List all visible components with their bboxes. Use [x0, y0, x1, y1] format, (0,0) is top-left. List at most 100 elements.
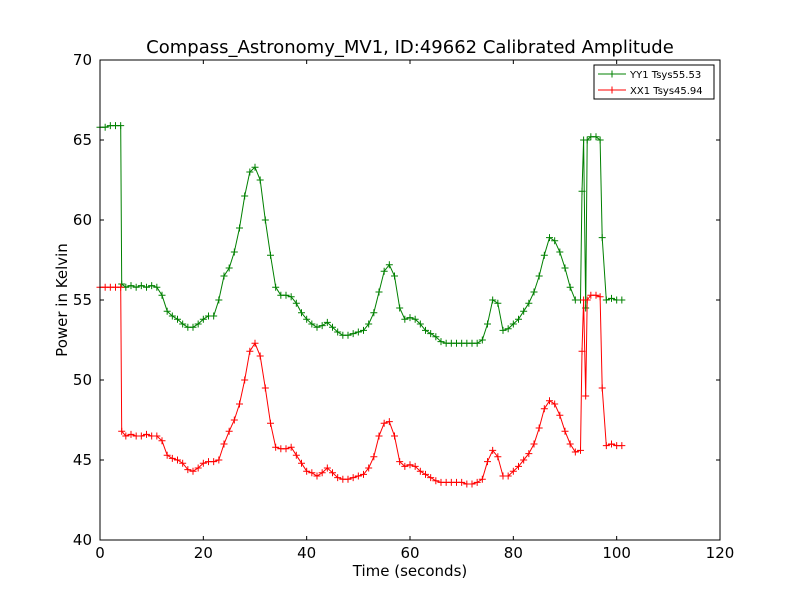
data-point: [370, 309, 378, 317]
data-point: [349, 330, 357, 338]
data-point: [608, 440, 615, 448]
data-point: [437, 338, 445, 346]
data-point: [411, 315, 419, 323]
data-point: [236, 224, 243, 232]
data-point: [520, 456, 528, 464]
data-point: [385, 418, 393, 426]
y-tick-label: 40: [73, 531, 92, 549]
data-point: [163, 307, 171, 315]
data-point: [236, 400, 243, 408]
data-point: [494, 299, 502, 307]
legend: YY1 Tsys55.53 XX1 Tsys45.94: [593, 64, 715, 100]
data-point: [566, 283, 574, 291]
chart-title: Compass_Astronomy_MV1, ID:49662 Calibrat…: [146, 37, 674, 58]
axes-layer: 0 20 40 60 80 100 120 40 45 50 55 60 65 70: [73, 51, 734, 562]
data-point: [592, 133, 600, 141]
data-point: [561, 427, 569, 435]
data-point: [282, 291, 290, 299]
data-point: [267, 419, 274, 427]
x-axis-label: Time (seconds): [352, 562, 468, 580]
data-point: [174, 315, 181, 323]
data-point: [117, 283, 125, 291]
data-point: [163, 451, 171, 459]
data-point: [292, 451, 300, 459]
data-point: [478, 336, 486, 344]
data-point: [189, 323, 197, 331]
data-point: [598, 384, 606, 392]
data-point: [504, 472, 512, 480]
data-point: [287, 293, 295, 301]
x-tick-label: 20: [194, 544, 213, 562]
data-point: [318, 322, 326, 330]
data-point: [194, 320, 202, 328]
data-point: [153, 283, 161, 291]
data-point: [427, 474, 435, 482]
data-point: [179, 320, 187, 328]
data-point: [396, 304, 404, 312]
series-layer: [96, 122, 626, 488]
x-tick-label: 40: [297, 544, 316, 562]
data-point: [360, 470, 367, 478]
data-point: [561, 264, 569, 272]
data-point: [596, 293, 604, 301]
data-point: [241, 192, 249, 200]
data-point: [349, 474, 357, 482]
data-point: [220, 272, 228, 280]
legend-label: YY1 Tsys55.53: [629, 70, 701, 81]
data-point: [401, 462, 409, 470]
data-point: [618, 442, 626, 450]
data-point: [535, 272, 543, 280]
data-point: [354, 328, 362, 336]
data-point: [354, 472, 362, 480]
data-point: [282, 445, 290, 453]
data-point: [391, 272, 398, 280]
data-point: [267, 251, 274, 259]
data-point: [148, 282, 156, 290]
data-point: [546, 397, 553, 405]
data-point: [225, 427, 233, 435]
data-point: [458, 478, 466, 486]
series-0: [96, 122, 626, 347]
plot-frame: [99, 59, 721, 541]
data-point: [577, 446, 584, 454]
data-point: [308, 469, 316, 477]
data-point: [484, 320, 491, 328]
data-point: [375, 432, 383, 440]
data-point: [380, 419, 388, 427]
data-point: [602, 296, 610, 304]
data-point: [365, 464, 373, 472]
data-point: [385, 261, 393, 269]
data-point: [578, 187, 586, 195]
data-point: [210, 458, 218, 466]
data-point: [406, 461, 414, 469]
data-point: [360, 326, 367, 334]
data-point: [127, 282, 135, 290]
data-point: [602, 442, 610, 450]
data-point: [246, 168, 254, 176]
data-point: [318, 469, 326, 477]
data-point: [432, 477, 440, 485]
data-point: [416, 467, 424, 475]
data-point: [504, 325, 512, 333]
data-point: [540, 251, 548, 259]
y-tick-label: 65: [73, 131, 92, 149]
data-point: [375, 288, 383, 296]
data-point: [401, 315, 409, 323]
data-point: [334, 474, 342, 482]
data-point: [251, 163, 259, 171]
data-point: [101, 123, 109, 131]
data-point: [179, 459, 187, 467]
series-1: [96, 283, 626, 488]
data-point: [411, 462, 419, 470]
data-point: [153, 432, 161, 440]
data-point: [520, 307, 528, 315]
data-point: [416, 320, 424, 328]
data-point: [215, 456, 223, 464]
data-point: [583, 296, 591, 304]
data-point: [370, 453, 378, 461]
legend-label: XX1 Tsys45.94: [630, 86, 703, 97]
data-point: [308, 320, 316, 328]
data-point: [246, 347, 254, 355]
data-point: [578, 347, 586, 355]
